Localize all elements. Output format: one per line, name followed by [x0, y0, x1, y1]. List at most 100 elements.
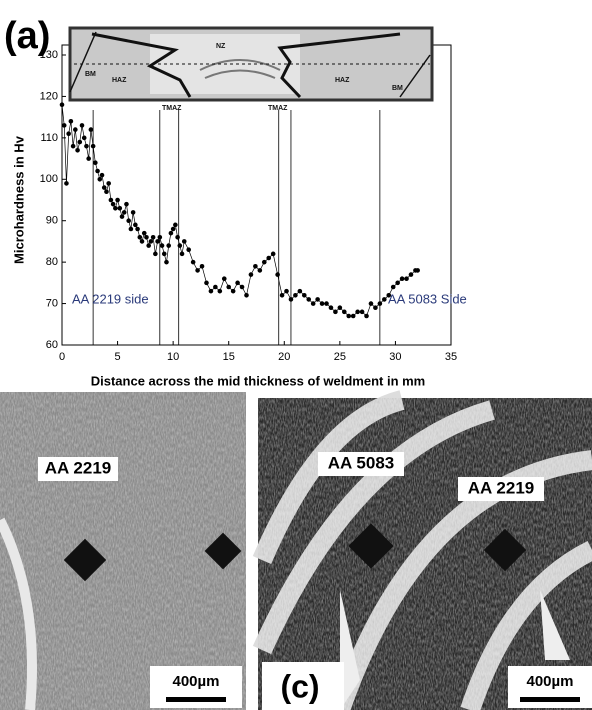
x-tick-label: 20 — [278, 351, 290, 363]
data-point — [346, 314, 351, 319]
data-point — [135, 227, 140, 232]
data-point — [222, 276, 227, 281]
data-point — [160, 243, 165, 248]
data-point — [369, 301, 374, 306]
data-point — [129, 227, 134, 232]
data-point — [144, 235, 149, 240]
data-point — [86, 156, 91, 161]
data-point — [66, 131, 71, 136]
data-point — [249, 272, 254, 277]
y-tick-label: 60 — [46, 339, 58, 351]
data-point — [404, 276, 409, 281]
x-tick-label: 15 — [223, 351, 235, 363]
data-point — [391, 285, 396, 290]
scale-label: 400µm — [526, 673, 573, 690]
x-tick-label: 5 — [115, 351, 121, 363]
data-point — [115, 198, 120, 203]
data-point — [231, 289, 236, 294]
data-point — [240, 285, 245, 290]
data-point — [351, 314, 356, 319]
data-point — [142, 231, 147, 236]
data-point — [84, 144, 89, 149]
scale-label: 400µm — [172, 673, 219, 690]
data-point — [117, 206, 122, 211]
data-point — [186, 247, 191, 252]
data-point — [409, 272, 414, 277]
data-point — [258, 268, 263, 273]
micrograph-label: AA 2219 — [45, 458, 111, 477]
data-point — [126, 218, 131, 223]
data-point — [338, 305, 343, 310]
y-tick-label: 80 — [46, 256, 58, 268]
data-point — [218, 289, 223, 294]
data-point — [226, 285, 231, 290]
data-point — [140, 239, 145, 244]
data-point — [69, 119, 74, 124]
data-point — [262, 260, 267, 265]
inset-label: NZ — [216, 43, 226, 50]
data-point — [275, 272, 280, 277]
data-point — [253, 264, 258, 269]
data-point — [209, 289, 214, 294]
data-point — [266, 256, 271, 261]
data-point — [382, 297, 387, 302]
x-tick-label: 10 — [167, 351, 179, 363]
data-point — [62, 123, 67, 128]
x-tick-label: 25 — [334, 351, 346, 363]
data-point — [182, 239, 187, 244]
data-point — [386, 293, 391, 298]
data-point — [180, 252, 185, 257]
annotation: AA 5083 Side — [388, 291, 467, 306]
data-point — [333, 310, 338, 315]
data-point — [311, 301, 316, 306]
data-point — [166, 243, 171, 248]
data-point — [355, 310, 360, 315]
data-point — [175, 235, 180, 240]
data-point — [280, 293, 285, 298]
data-point — [133, 223, 138, 228]
data-point — [164, 260, 169, 265]
data-point — [400, 276, 405, 281]
data-point — [155, 239, 160, 244]
data-point — [415, 268, 420, 273]
y-tick-label: 110 — [40, 132, 58, 144]
data-point — [82, 136, 87, 141]
data-point — [138, 235, 143, 240]
y-tick-label: 90 — [46, 215, 58, 227]
data-point — [373, 305, 378, 310]
data-point — [73, 127, 78, 132]
data-point — [173, 223, 178, 228]
y-axis-label: Microhardness in Hv — [11, 135, 26, 264]
micrograph-c: AA 5083 AA 2219 (c) 400µm — [258, 398, 592, 710]
micrograph-b: AA 2219 400µm — [0, 392, 246, 710]
data-point — [315, 297, 320, 302]
data-point — [293, 293, 298, 298]
data-point — [97, 177, 102, 182]
data-point — [364, 314, 369, 319]
data-point — [171, 227, 176, 232]
micrograph-label: AA 5083 — [328, 453, 394, 472]
annotation: AA 2219 side — [72, 291, 149, 306]
data-point — [124, 202, 129, 207]
data-point — [329, 305, 334, 310]
data-point — [178, 243, 183, 248]
data-point — [95, 169, 100, 174]
micrograph-label: AA 2219 — [468, 478, 534, 497]
data-point — [120, 214, 125, 219]
data-point — [191, 260, 196, 265]
data-point — [378, 301, 383, 306]
data-point — [302, 293, 307, 298]
y-tick-label: 100 — [40, 173, 58, 185]
data-point — [60, 102, 65, 107]
data-point — [235, 281, 240, 286]
figure: (a) Microhardness in Hv Distance across … — [0, 0, 592, 710]
y-tick-label: 130 — [40, 49, 58, 61]
data-point — [284, 289, 289, 294]
data-point — [342, 310, 347, 315]
inset-label: TMAZ — [268, 105, 288, 112]
x-tick-label: 30 — [389, 351, 401, 363]
data-point — [200, 264, 205, 269]
x-tick-label: 0 — [59, 351, 65, 363]
data-point — [360, 310, 365, 315]
data-point — [153, 252, 158, 257]
